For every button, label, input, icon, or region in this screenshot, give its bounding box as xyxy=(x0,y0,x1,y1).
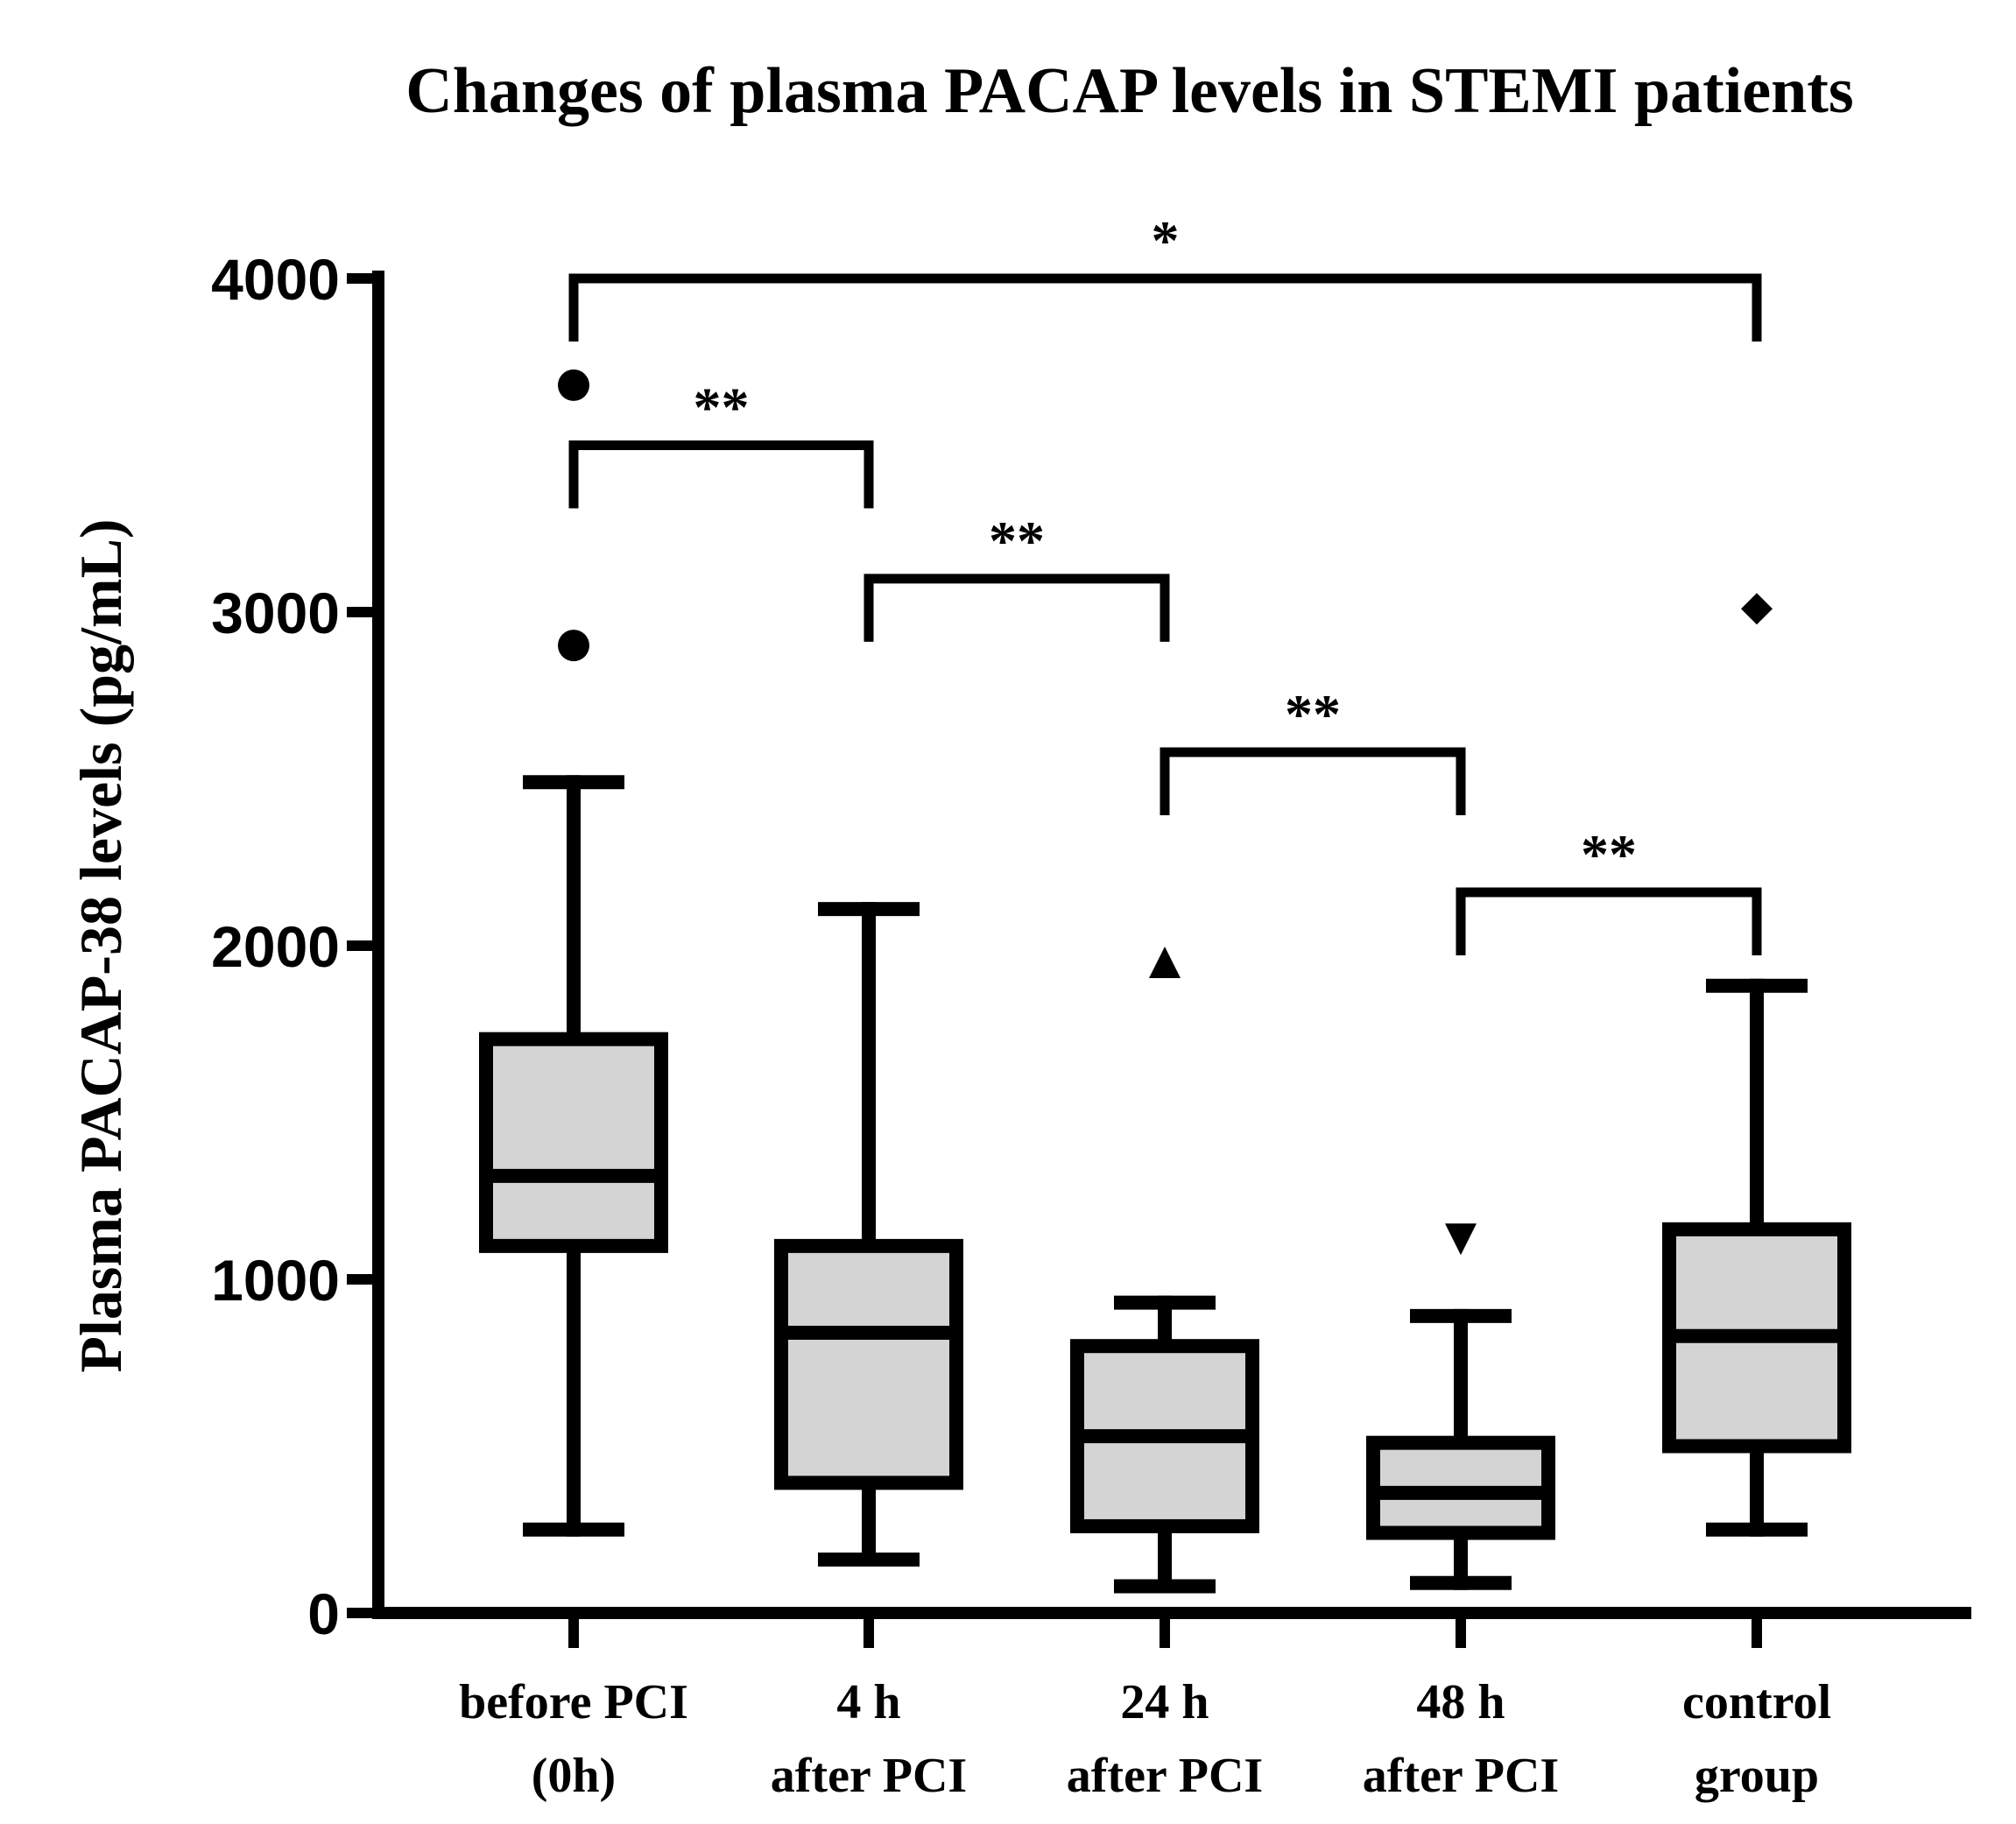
outlier-point xyxy=(558,369,589,401)
box-iqr xyxy=(479,1032,668,1253)
significance-label: * xyxy=(1152,209,1180,271)
x-tick-label: control xyxy=(1682,1675,1831,1729)
significance-label: ** xyxy=(989,510,1045,572)
x-tick-label: 4 h xyxy=(836,1675,900,1729)
x-tick-label: after PCI xyxy=(1363,1749,1559,1803)
x-tick-label: after PCI xyxy=(1067,1749,1263,1803)
y-tick-label: 0 xyxy=(307,1581,340,1646)
chart-title: Changes of plasma PACAP levels in STEMI … xyxy=(405,55,1853,127)
significance-bracket xyxy=(1456,887,1762,956)
significance-bracket xyxy=(863,574,1170,642)
outlier-point xyxy=(1445,1223,1477,1256)
x-tick-label: 24 h xyxy=(1120,1675,1209,1729)
x-tick-label: after PCI xyxy=(771,1749,967,1803)
outlier-point xyxy=(1741,593,1773,625)
x-tick-label: 48 h xyxy=(1416,1675,1505,1729)
x-tick-label: group xyxy=(1695,1749,1819,1803)
y-tick-label: 2000 xyxy=(211,914,340,979)
y-axis-label: Plasma PACAP-38 levels (pg/mL) xyxy=(67,518,134,1372)
significance-bracket xyxy=(568,273,1762,342)
x-tick-label: (0h) xyxy=(532,1749,616,1803)
y-tick-label: 1000 xyxy=(211,1248,340,1313)
y-tick-label: 4000 xyxy=(211,247,340,312)
significance-bracket xyxy=(568,440,874,509)
box-iqr xyxy=(774,1238,963,1490)
significance-label: ** xyxy=(1285,683,1341,745)
significance-label: ** xyxy=(694,377,750,439)
significance-bracket xyxy=(1160,747,1466,816)
outlier-point xyxy=(558,630,589,662)
x-tick-label: before PCI xyxy=(459,1675,688,1729)
significance-label: ** xyxy=(1581,823,1637,885)
y-tick-label: 3000 xyxy=(211,581,340,645)
outlier-point xyxy=(1149,947,1181,979)
